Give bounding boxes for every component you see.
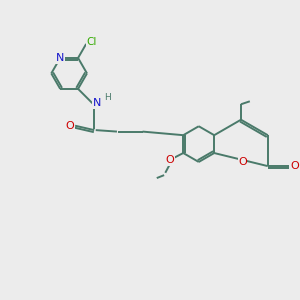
Text: Cl: Cl	[86, 38, 97, 47]
Text: O: O	[65, 121, 74, 131]
Text: H: H	[104, 93, 111, 102]
Text: O: O	[290, 161, 299, 171]
Text: O: O	[166, 155, 174, 165]
Text: N: N	[56, 53, 64, 63]
Text: N: N	[92, 98, 101, 108]
Text: O: O	[238, 157, 247, 167]
